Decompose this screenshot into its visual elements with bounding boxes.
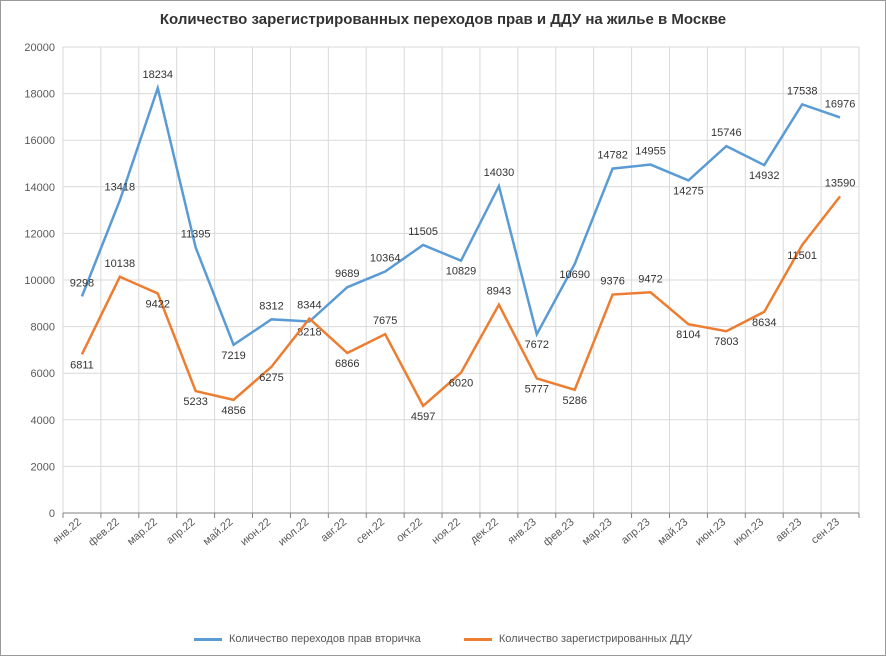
svg-text:8000: 8000: [31, 322, 55, 334]
svg-text:дек.22: дек.22: [468, 516, 501, 546]
svg-text:20000: 20000: [24, 42, 55, 54]
chart-title: Количество зарегистрированных переходов …: [1, 1, 885, 34]
svg-text:14782: 14782: [597, 150, 628, 162]
svg-text:май.23: май.23: [656, 516, 691, 548]
legend-swatch-0: [194, 638, 222, 641]
svg-text:5777: 5777: [525, 383, 549, 395]
svg-text:16976: 16976: [825, 98, 856, 110]
legend: Количество переходов прав вторичка Колич…: [1, 633, 885, 645]
svg-text:8312: 8312: [259, 300, 283, 312]
svg-text:14955: 14955: [635, 146, 666, 158]
svg-text:6020: 6020: [449, 378, 473, 390]
svg-text:12000: 12000: [24, 228, 55, 240]
svg-text:4000: 4000: [31, 415, 55, 427]
svg-text:15746: 15746: [711, 127, 742, 139]
svg-text:6000: 6000: [31, 368, 55, 380]
legend-label-0: Количество переходов прав вторичка: [229, 633, 421, 645]
svg-text:сен.22: сен.22: [354, 516, 387, 546]
svg-text:7219: 7219: [221, 350, 245, 362]
svg-text:11395: 11395: [181, 228, 211, 240]
svg-text:8943: 8943: [487, 286, 511, 298]
legend-item-1: Количество зарегистрированных ДДУ: [464, 633, 692, 645]
svg-text:13590: 13590: [825, 177, 856, 189]
svg-text:апр.23: апр.23: [619, 516, 652, 547]
svg-text:ноя.22: ноя.22: [430, 516, 463, 547]
svg-text:6275: 6275: [259, 372, 283, 384]
chart-svg: 0200040006000800010000120001400016000180…: [59, 41, 869, 571]
svg-text:июл.22: июл.22: [276, 516, 311, 548]
legend-label-1: Количество зарегистрированных ДДУ: [499, 633, 692, 645]
svg-text:окт.22: окт.22: [394, 516, 425, 545]
svg-text:10364: 10364: [370, 253, 401, 265]
svg-text:5233: 5233: [183, 396, 207, 408]
svg-text:7672: 7672: [525, 339, 549, 351]
chart-container: Количество зарегистрированных переходов …: [0, 0, 886, 656]
svg-text:10829: 10829: [446, 266, 477, 278]
legend-item-0: Количество переходов прав вторичка: [194, 633, 421, 645]
svg-text:9472: 9472: [638, 273, 662, 285]
svg-text:14275: 14275: [673, 185, 704, 197]
svg-text:апр.22: апр.22: [164, 516, 197, 547]
svg-text:июн.22: июн.22: [238, 516, 273, 548]
svg-text:14932: 14932: [749, 170, 780, 182]
svg-text:9376: 9376: [600, 276, 624, 288]
svg-text:мар.23: мар.23: [580, 516, 615, 548]
svg-text:янв.22: янв.22: [51, 516, 84, 547]
svg-text:10138: 10138: [105, 258, 136, 270]
svg-text:сен.23: сен.23: [809, 516, 842, 546]
svg-text:13418: 13418: [105, 181, 136, 193]
svg-text:14000: 14000: [24, 182, 55, 194]
svg-text:авг.22: авг.22: [319, 516, 350, 544]
svg-text:9298: 9298: [70, 277, 94, 289]
svg-text:8634: 8634: [752, 317, 776, 329]
svg-text:июл.23: июл.23: [731, 516, 766, 548]
svg-text:11501: 11501: [787, 250, 817, 262]
svg-text:4856: 4856: [221, 405, 245, 417]
svg-text:11505: 11505: [408, 226, 438, 238]
svg-text:8104: 8104: [676, 329, 700, 341]
svg-text:7803: 7803: [714, 336, 738, 348]
svg-text:9689: 9689: [335, 268, 359, 280]
svg-text:18234: 18234: [142, 69, 173, 81]
plot-area: 0200040006000800010000120001400016000180…: [59, 41, 869, 571]
svg-text:фев.23: фев.23: [541, 516, 577, 549]
svg-text:2000: 2000: [31, 461, 55, 473]
svg-text:18000: 18000: [24, 89, 55, 101]
svg-text:10000: 10000: [24, 275, 55, 287]
svg-text:авг.23: авг.23: [773, 516, 804, 544]
svg-text:17538: 17538: [787, 85, 818, 97]
svg-text:0: 0: [49, 508, 55, 520]
svg-text:4597: 4597: [411, 411, 435, 423]
svg-text:10690: 10690: [559, 269, 590, 281]
svg-text:8344: 8344: [297, 300, 321, 312]
svg-text:мар.22: мар.22: [125, 516, 160, 548]
svg-text:5286: 5286: [562, 395, 586, 407]
svg-text:9422: 9422: [146, 298, 170, 310]
svg-text:16000: 16000: [24, 135, 55, 147]
legend-swatch-1: [464, 638, 492, 641]
svg-text:июн.23: июн.23: [693, 516, 728, 548]
svg-text:7675: 7675: [373, 315, 397, 327]
svg-text:6811: 6811: [70, 359, 94, 371]
svg-text:6866: 6866: [335, 358, 359, 370]
svg-text:янв.23: янв.23: [506, 516, 539, 547]
svg-text:фев.22: фев.22: [86, 516, 122, 549]
svg-text:14030: 14030: [484, 167, 515, 179]
svg-text:май.22: май.22: [201, 516, 236, 548]
